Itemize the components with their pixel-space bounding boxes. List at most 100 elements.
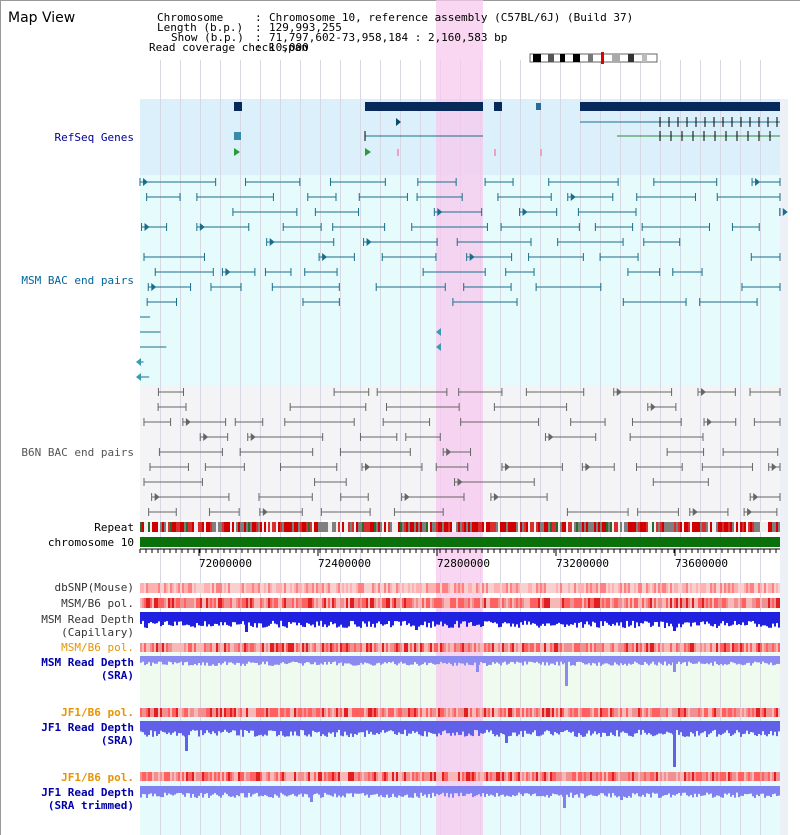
heat-cell xyxy=(342,598,344,608)
heat-cell xyxy=(318,643,320,652)
heat-cell xyxy=(732,598,734,608)
depth-bar xyxy=(222,721,224,732)
heat-cell xyxy=(440,708,442,717)
heat-cell xyxy=(220,772,222,781)
depth-bar xyxy=(650,656,652,664)
depth-bar xyxy=(556,656,558,662)
depth-bar xyxy=(530,656,532,662)
heat-cell xyxy=(528,708,530,717)
heat-cell xyxy=(182,598,184,608)
heat-cell xyxy=(618,708,620,717)
heat-cell xyxy=(550,643,552,652)
depth-bar xyxy=(140,612,142,624)
heat-cell xyxy=(194,583,196,593)
heat-cell xyxy=(622,598,624,608)
heat-cell xyxy=(474,598,476,608)
depth-bar xyxy=(382,656,384,664)
heat-cell xyxy=(590,772,592,781)
depth-bar xyxy=(712,786,714,798)
heat-cell xyxy=(656,598,658,608)
heat-cell xyxy=(592,583,594,593)
depth-bar xyxy=(410,612,412,627)
depth-bar xyxy=(176,656,178,664)
depth-bar xyxy=(702,786,704,796)
heat-cell xyxy=(556,598,558,608)
repeat-mark xyxy=(526,522,528,532)
heat-cell xyxy=(198,772,200,781)
heat-cell xyxy=(778,598,780,608)
depth-bar xyxy=(430,786,432,798)
heat-cell xyxy=(586,772,588,781)
depth-bar xyxy=(428,786,430,795)
heat-cell xyxy=(262,643,264,652)
depth-bar xyxy=(636,721,638,734)
heat-cell xyxy=(664,643,666,652)
heat-cell xyxy=(372,643,374,652)
heat-cell xyxy=(556,708,558,717)
depth-bar xyxy=(176,786,178,794)
depth-bar xyxy=(172,786,174,796)
depth-bar xyxy=(470,786,472,794)
heat-cell xyxy=(704,772,706,781)
repeat-mark xyxy=(708,522,710,532)
heat-cell xyxy=(496,643,498,652)
heat-cell xyxy=(376,598,378,608)
depth-bar xyxy=(394,656,396,665)
depth-bar xyxy=(610,612,612,626)
depth-bar xyxy=(514,656,516,664)
heat-cell xyxy=(736,708,738,717)
msm-bac-track-label[interactable]: MSM BAC end pairs xyxy=(21,274,134,287)
heat-cell xyxy=(744,583,746,593)
heat-cell xyxy=(620,772,622,781)
depth-bar xyxy=(494,786,496,797)
repeat-mark xyxy=(318,522,320,532)
heat-cell xyxy=(160,708,162,717)
depth-spike xyxy=(565,656,568,686)
repeat-mark xyxy=(502,522,504,532)
depth-bar xyxy=(216,786,218,795)
depth-bar xyxy=(698,656,700,662)
depth-bar xyxy=(450,656,452,665)
heat-cell xyxy=(316,598,318,608)
repeat-mark xyxy=(638,522,640,532)
depth-bar xyxy=(286,786,288,797)
depth-bar xyxy=(588,721,590,731)
repeat-mark xyxy=(446,522,448,532)
repeat-mark xyxy=(622,522,624,532)
heat-cell xyxy=(588,598,590,608)
depth-bar xyxy=(664,721,666,734)
b6n-bac-track-label[interactable]: B6N BAC end pairs xyxy=(21,446,134,459)
depth-bar xyxy=(748,656,750,663)
heat-cell xyxy=(386,583,388,593)
heat-cell xyxy=(468,772,470,781)
length-label: Length (b.p.) xyxy=(157,21,244,34)
depth-bar xyxy=(704,721,706,732)
heat-cell xyxy=(446,598,448,608)
depth-bar xyxy=(480,786,482,797)
repeat-mark xyxy=(148,522,150,532)
heat-cell xyxy=(512,772,514,781)
heat-cell xyxy=(310,772,312,781)
depth-bar xyxy=(176,721,178,736)
heat-cell xyxy=(286,708,288,717)
heat-cell xyxy=(304,583,306,593)
refseq-track-label[interactable]: RefSeq Genes xyxy=(54,131,134,144)
repeat-mark xyxy=(494,522,496,532)
heat-cell xyxy=(316,772,318,781)
depth-bar xyxy=(190,786,192,798)
heat-cell xyxy=(704,708,706,717)
heat-cell xyxy=(652,708,654,717)
heat-cell xyxy=(380,708,382,717)
depth-bar xyxy=(476,786,478,796)
depth-bar xyxy=(318,612,320,626)
depth-bar xyxy=(706,786,708,793)
depth-bar xyxy=(518,721,520,735)
heat-cell xyxy=(740,708,742,717)
heat-cell xyxy=(440,772,442,781)
depth-bar xyxy=(458,612,460,628)
heat-cell xyxy=(340,708,342,717)
depth-bar xyxy=(506,612,508,624)
heat-cell xyxy=(170,598,172,608)
depth-bar xyxy=(704,612,706,625)
heat-cell xyxy=(274,583,276,593)
